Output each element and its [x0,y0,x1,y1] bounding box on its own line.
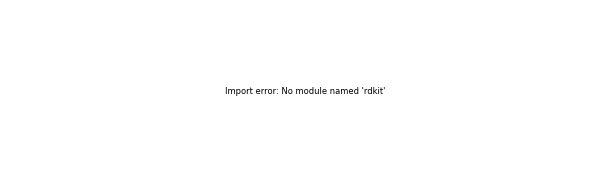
Text: Import error: No module named 'rdkit': Import error: No module named 'rdkit' [225,86,385,96]
